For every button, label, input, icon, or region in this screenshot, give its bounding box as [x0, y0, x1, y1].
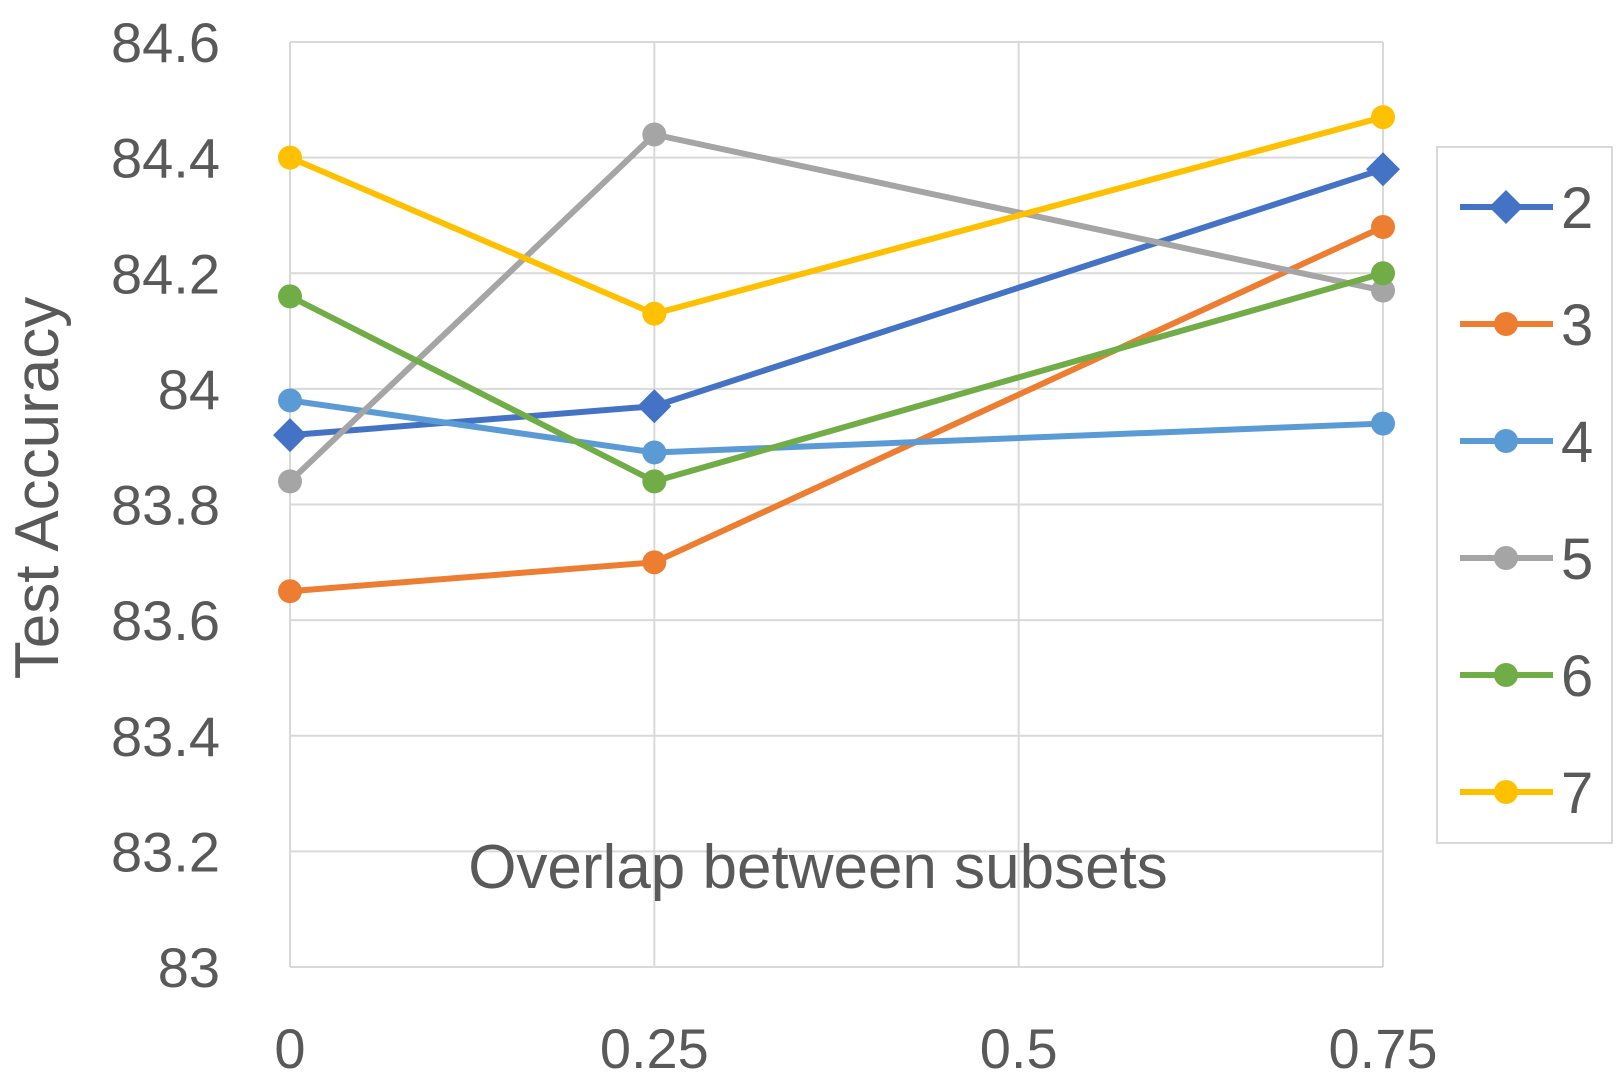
y-axis-title: Test Accuracy — [3, 297, 72, 679]
y-tick-label: 84.2 — [111, 242, 220, 305]
legend-label: 7 — [1561, 761, 1593, 826]
y-tick-label: 83.8 — [111, 474, 220, 537]
legend-label: 6 — [1561, 644, 1593, 709]
series-6-point — [642, 469, 667, 494]
legend-item-6: 6 — [1460, 644, 1593, 709]
x-tick-label: 0 — [274, 1017, 305, 1075]
series-2 — [273, 152, 1400, 453]
series-2-point — [1366, 152, 1400, 187]
series-5-point — [1371, 278, 1395, 303]
legend-label: 4 — [1561, 410, 1593, 475]
series-3-point — [642, 550, 667, 575]
y-tick-label: 84 — [158, 358, 220, 421]
x-tick-label: 0.25 — [600, 1017, 709, 1075]
y-tick-label: 83 — [158, 936, 220, 999]
legend-item-4: 4 — [1460, 410, 1593, 475]
series-2-point — [273, 418, 307, 453]
series-6-point — [1371, 261, 1395, 286]
series-3-line — [289, 224, 1385, 595]
y-tick-label: 83.6 — [111, 589, 220, 652]
legend-item-3: 3 — [1460, 293, 1593, 358]
legend-swatch-marker — [1494, 663, 1518, 687]
y-tick-label: 83.2 — [111, 820, 220, 883]
y-tick-label: 83.4 — [111, 705, 220, 768]
legend-swatch-marker — [1494, 429, 1518, 453]
y-tick-label: 84.4 — [111, 127, 220, 190]
series-6 — [278, 261, 1395, 494]
y-axis-ticks: 83 83.2 83.4 83.6 83.8 84 84.2 84.4 84.6 — [111, 11, 220, 999]
series-4-point — [278, 388, 302, 413]
series-5-point — [642, 122, 667, 147]
legend-item-2: 2 — [1460, 176, 1593, 241]
series-5-point — [278, 469, 302, 494]
series-2-point — [637, 389, 672, 424]
legend-item-5: 5 — [1460, 527, 1593, 592]
series-7-line — [288, 114, 1384, 317]
legend-swatch-marker — [1489, 190, 1523, 224]
series-3 — [278, 215, 1395, 604]
series-7-point — [1371, 105, 1395, 130]
x-axis-title: Overlap between subsets — [468, 833, 1168, 902]
series-7-point — [642, 301, 667, 326]
legend-label: 3 — [1561, 293, 1593, 358]
series-6-point — [278, 284, 302, 309]
x-axis-ticks: 0 0.25 0.5 0.75 — [274, 1017, 1437, 1075]
series-5 — [278, 122, 1395, 494]
series-7 — [278, 105, 1395, 326]
legend-swatch-marker — [1494, 312, 1518, 336]
legend-item-7: 7 — [1460, 761, 1593, 826]
gridlines — [289, 41, 1384, 968]
y-tick-label: 84.6 — [111, 11, 220, 74]
series-3-point — [278, 579, 302, 604]
series-layer — [273, 105, 1400, 604]
legend-box — [1436, 146, 1613, 844]
series-4 — [278, 388, 1395, 465]
legend: 2 3 4 5 6 7 — [1436, 146, 1613, 844]
series-3-point — [1371, 215, 1395, 239]
legend-label: 2 — [1561, 176, 1593, 241]
series-4-point — [1371, 411, 1395, 436]
legend-swatch-marker — [1494, 546, 1518, 570]
series-4-point — [642, 440, 667, 465]
x-tick-label: 0.5 — [980, 1017, 1058, 1075]
legend-label: 5 — [1561, 527, 1593, 592]
series-7-point — [278, 145, 302, 170]
legend-swatch-marker — [1494, 780, 1518, 804]
x-tick-label: 0.75 — [1329, 1017, 1438, 1075]
